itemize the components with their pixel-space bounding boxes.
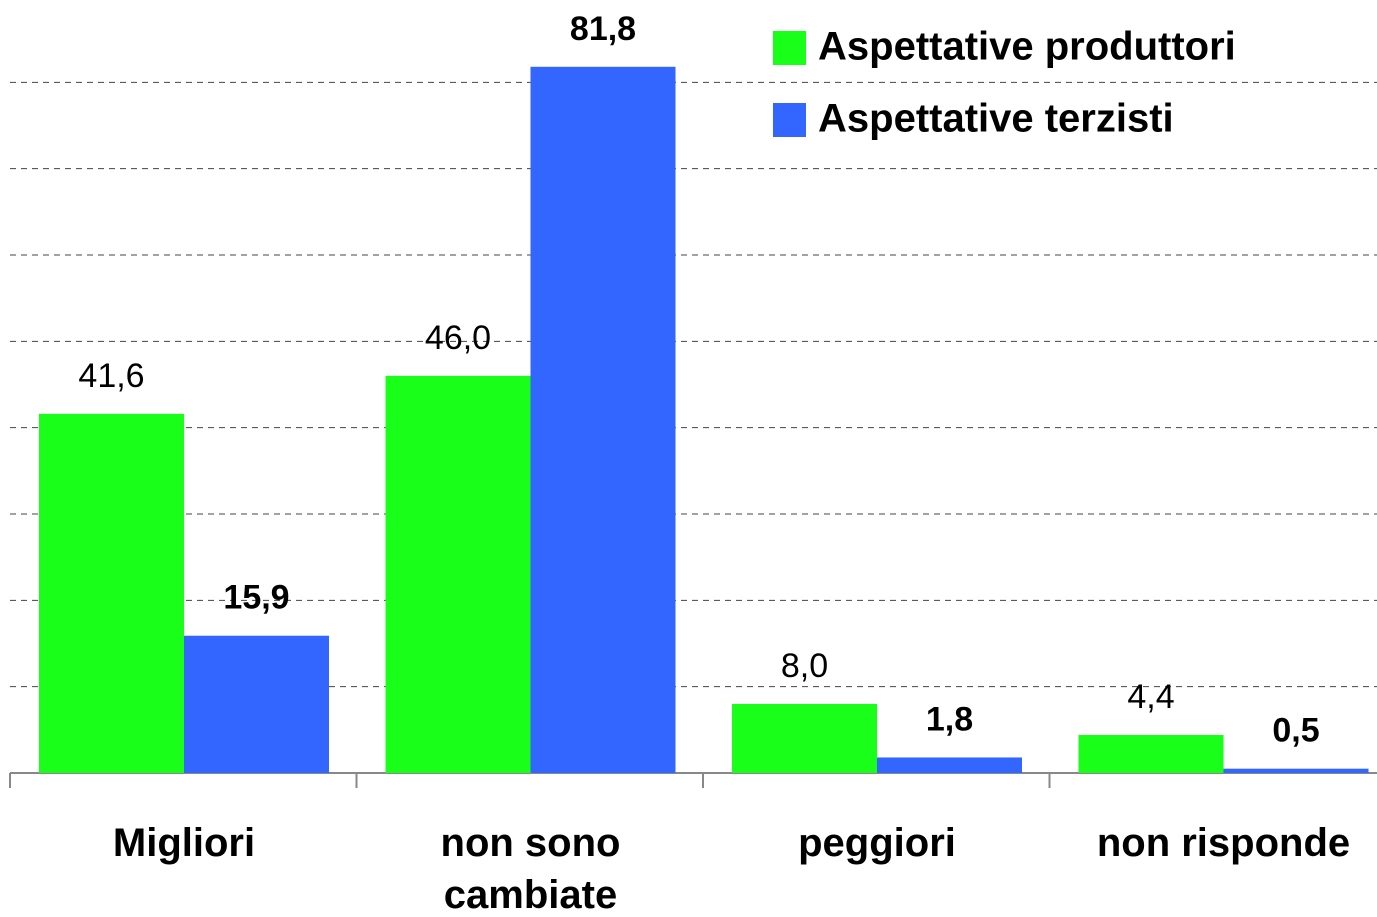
value-label: 8,0: [781, 647, 828, 685]
x-tick-label: Migliori: [112, 821, 256, 865]
x-tick-label: non sono cambiate: [440, 821, 621, 917]
value-label: 81,8: [570, 10, 636, 48]
legend-swatch: [773, 103, 806, 137]
legend-label: Aspettative terzisti: [818, 97, 1174, 141]
value-label: 0,5: [1272, 712, 1319, 750]
bar: [530, 66, 676, 773]
bar: [1078, 735, 1224, 773]
bar: [39, 413, 184, 773]
bar: [877, 757, 1022, 773]
value-label: 4,4: [1127, 678, 1174, 716]
legend-label: Aspettative produttori: [818, 25, 1236, 69]
x-tick-label: peggiori: [798, 821, 956, 865]
value-label: 41,6: [78, 357, 144, 395]
bar: [184, 635, 329, 773]
value-label: 46,0: [425, 319, 491, 357]
bar: [732, 703, 877, 773]
value-label: 1,8: [926, 700, 973, 738]
bar: [1223, 768, 1369, 773]
value-label: 15,9: [223, 579, 289, 617]
x-tick-label: non risponde: [1096, 821, 1351, 865]
bar: [385, 375, 531, 773]
legend-swatch: [773, 31, 806, 65]
